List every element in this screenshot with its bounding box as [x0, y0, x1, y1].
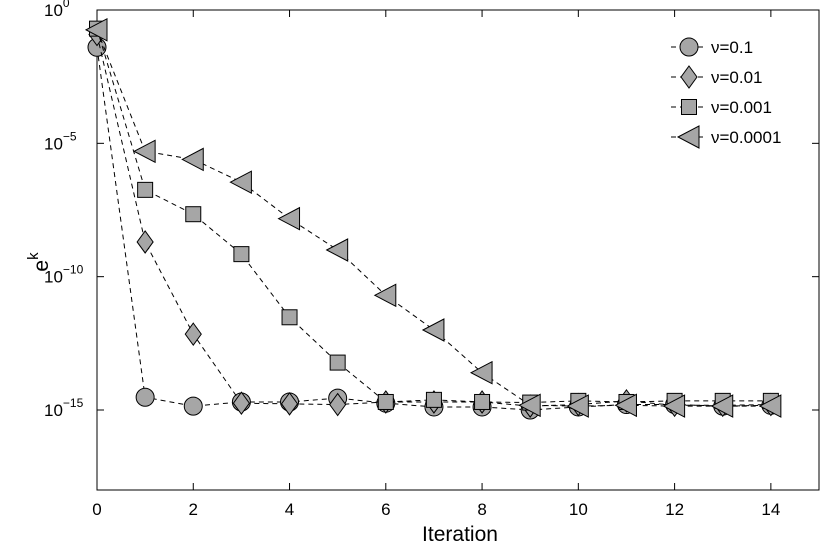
- data-point: [229, 170, 252, 194]
- x-axis-ticks: 0 2 4 6 8 10 12 14: [92, 10, 780, 519]
- x-tick-label: 0: [92, 500, 101, 519]
- data-point: [421, 318, 445, 342]
- data-point: [135, 387, 155, 407]
- data-point: [280, 392, 299, 416]
- data-point: [185, 206, 202, 223]
- legend-entry: ν=0.001: [671, 98, 772, 117]
- legend-label: ν=0.001: [711, 98, 772, 117]
- x-tick-label: 6: [381, 500, 390, 519]
- series-line: [96, 34, 771, 407]
- y-tick-label: 10−10: [44, 263, 84, 287]
- x-tick-label: 8: [477, 500, 486, 519]
- x-axis-label: Iteration: [422, 523, 498, 546]
- data-point: [474, 393, 491, 410]
- data-point: [566, 394, 589, 418]
- legend-marker: [681, 99, 697, 115]
- legend-entry: ν=0.0001: [671, 125, 781, 149]
- data-point: [662, 394, 686, 418]
- plot-area: [96, 9, 820, 491]
- data-point: [373, 283, 397, 308]
- legend-label: ν=0.01: [711, 68, 763, 87]
- y-tick-label: 10−5: [44, 129, 77, 153]
- data-point: [183, 396, 203, 416]
- data-point: [181, 147, 204, 172]
- legend: ν=0.1 ν=0.01 ν=0.001 ν=0.0001: [671, 37, 781, 149]
- y-axis-label-sup: k: [25, 252, 42, 260]
- legend-marker: [679, 37, 699, 57]
- data-point: [329, 354, 346, 371]
- x-tick-label: 2: [189, 500, 198, 519]
- data-point: [377, 393, 394, 410]
- y-axis-label-base: e: [30, 260, 53, 272]
- data-point: [84, 18, 108, 42]
- legend-label: ν=0.0001: [711, 128, 781, 147]
- legend-marker: [680, 65, 698, 89]
- legend-entry: ν=0.1: [671, 37, 753, 57]
- series-layer: [84, 18, 782, 420]
- legend-marker: [676, 125, 700, 149]
- x-tick-label: 12: [665, 500, 684, 519]
- data-point: [518, 393, 541, 418]
- data-point: [133, 139, 156, 164]
- data-point: [469, 360, 493, 385]
- y-tick-label: 10−15: [44, 396, 84, 420]
- data-point: [614, 393, 637, 418]
- data-point: [232, 391, 251, 416]
- data-point: [136, 230, 154, 254]
- series-triangle-left: [84, 18, 782, 418]
- legend-entry: ν=0.01: [671, 65, 763, 89]
- data-point: [233, 246, 250, 263]
- data-point: [281, 309, 298, 326]
- data-point: [329, 392, 347, 417]
- y-tick-label: 100: [44, 0, 70, 20]
- data-point: [325, 238, 349, 262]
- x-tick-label: 4: [285, 500, 294, 519]
- x-tick-label: 14: [761, 500, 780, 519]
- data-point: [277, 206, 301, 231]
- data-point: [425, 391, 442, 408]
- data-point: [137, 181, 154, 198]
- data-point: [758, 394, 782, 418]
- data-point: [710, 394, 734, 418]
- data-point: [184, 322, 202, 346]
- x-tick-label: 10: [569, 500, 588, 519]
- y-axis-label: ek: [25, 252, 53, 272]
- legend-label: ν=0.1: [711, 38, 753, 57]
- y-axis-ticks: 100 10−5 10−10 10−15: [44, 0, 819, 420]
